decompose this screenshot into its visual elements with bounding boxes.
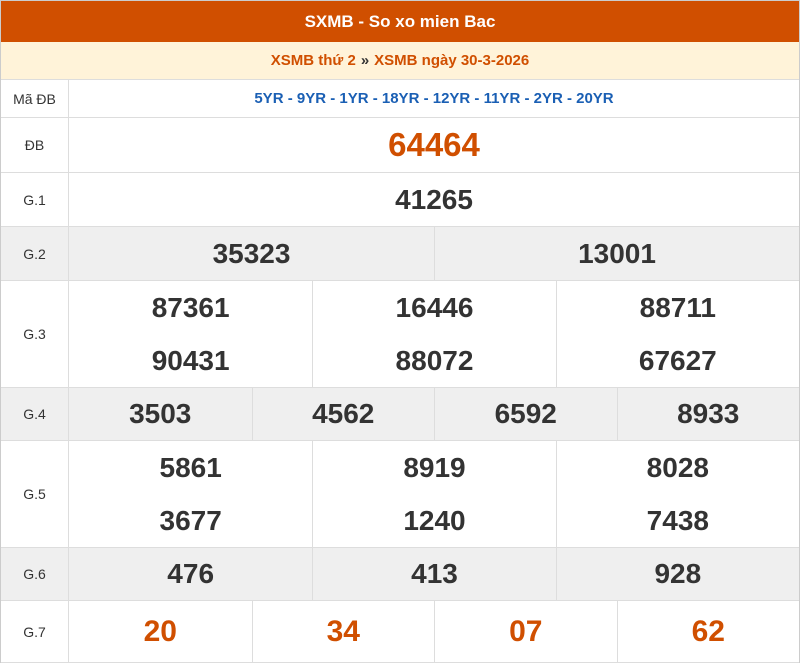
prize-label: G.6 <box>1 548 69 600</box>
prize-number: 67627 <box>555 334 799 387</box>
prize-number: 928 <box>555 548 799 600</box>
result-row: G.7 20 34 07 62 <box>1 601 799 663</box>
prize-number: 07 <box>434 601 617 662</box>
prize-number: 5861 <box>159 451 222 483</box>
prize-cells: 5YR - 9YR - 1YR - 18YR - 12YR - 11YR - 2… <box>69 80 799 117</box>
prize-number: 8933 <box>616 388 800 440</box>
prize-number: 20 <box>143 614 177 648</box>
prize-cells: 20 34 07 62 <box>69 601 799 662</box>
prize-number: 3503 <box>129 398 192 429</box>
prize-cells: 87361 16446 88711 90431 88072 67627 <box>69 281 799 387</box>
prize-number: 413 <box>312 548 555 600</box>
prize-cells: 35323 13001 <box>69 227 799 280</box>
prize-cells: 3503 4562 6592 8933 <box>69 388 799 440</box>
prize-number: 62 <box>616 601 800 662</box>
prize-cells: 5861 8919 8028 3677 1240 7438 <box>69 441 799 547</box>
prize-label: G.2 <box>1 227 69 280</box>
result-row: G.6 476 413 928 <box>1 548 799 601</box>
prize-number: 90431 <box>151 344 230 376</box>
prize-number: 5YR - 9YR - 1YR - 18YR - 12YR - 11YR - 2… <box>254 90 614 107</box>
header-title: SXMB - So xo mien Bac <box>1 1 799 42</box>
prize-number: 88072 <box>312 334 555 387</box>
prize-number: 88711 <box>555 281 799 334</box>
prize-number: 6592 <box>434 388 617 440</box>
prize-label: Mã ĐB <box>1 80 69 117</box>
prize-cells: 476 413 928 <box>69 548 799 600</box>
prize-cells: 64464 <box>69 118 799 172</box>
prize-label: G.1 <box>1 173 69 226</box>
prize-label: G.3 <box>1 281 69 387</box>
prize-number: 87361 <box>151 291 230 323</box>
prize-number: 16446 <box>312 281 555 334</box>
prize-label: G.4 <box>1 388 69 440</box>
separator: » <box>360 52 370 69</box>
prize-number: 13001 <box>434 227 799 280</box>
prize-label: G.5 <box>1 441 69 547</box>
prize-number: 35323 <box>212 237 291 269</box>
results-table: Mã ĐB 5YR - 9YR - 1YR - 18YR - 12YR - 11Y… <box>1 80 799 663</box>
day-link[interactable]: XSMB thứ 2 <box>270 52 356 69</box>
prize-number: 476 <box>167 558 215 589</box>
prize-number: 3677 <box>159 504 222 536</box>
result-row: G.4 3503 4562 6592 8933 <box>1 388 799 441</box>
result-row: Mã ĐB 5YR - 9YR - 1YR - 18YR - 12YR - 11Y… <box>1 80 799 118</box>
prize-number: 1240 <box>312 494 555 547</box>
prize-number: 4562 <box>251 388 435 440</box>
prize-number: 34 <box>251 601 435 662</box>
prize-cells: 41265 <box>69 173 799 226</box>
prize-number: 41265 <box>395 183 473 215</box>
result-row: G.3 87361 16446 88711 90431 88072 67627 <box>1 281 799 388</box>
prize-label: G.7 <box>1 601 69 662</box>
result-row: G.1 41265 <box>1 173 799 227</box>
prize-number: 8028 <box>555 441 799 494</box>
date-link[interactable]: XSMB ngày 30-3-2026 <box>374 52 530 69</box>
prize-number: 7438 <box>555 494 799 547</box>
prize-number: 8919 <box>312 441 555 494</box>
result-row: ĐB 64464 <box>1 118 799 173</box>
result-row: G.5 5861 8919 8028 3677 1240 7438 <box>1 441 799 548</box>
prize-number: 64464 <box>388 126 480 163</box>
result-row: G.2 35323 13001 <box>1 227 799 281</box>
subheader: XSMB thứ 2 » XSMB ngày 30-3-2026 <box>1 42 799 80</box>
prize-label: ĐB <box>1 118 69 172</box>
